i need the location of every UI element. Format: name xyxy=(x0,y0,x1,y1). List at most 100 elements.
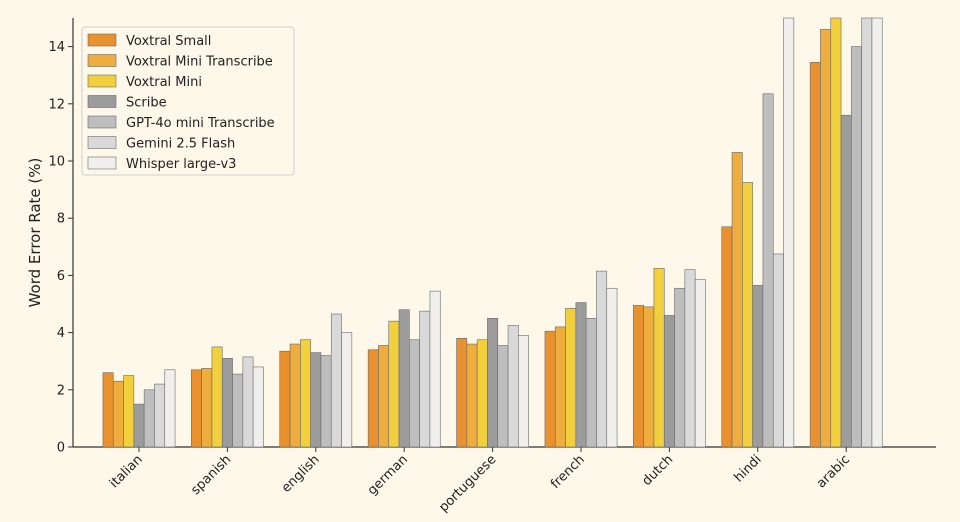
bar-french-1 xyxy=(554,326,566,448)
bar-german-2 xyxy=(388,320,400,448)
bar-hindi-3 xyxy=(752,285,764,448)
bar-dutch-1 xyxy=(643,306,655,448)
bar-dutch-2 xyxy=(653,267,665,448)
x-tick-label: portuguese xyxy=(436,452,499,515)
bar-arabic-1 xyxy=(820,29,832,448)
bar-dutch-4 xyxy=(674,287,686,448)
bar-english-4 xyxy=(320,355,332,448)
x-tick-label: dutch xyxy=(639,452,676,489)
bar-dutch-3 xyxy=(663,315,675,448)
legend-box xyxy=(81,26,295,176)
legend-swatch xyxy=(87,33,117,47)
legend-entry: Voxtral Mini xyxy=(126,75,202,90)
bar-portuguese-2 xyxy=(476,339,488,448)
y-tick-label: 4 xyxy=(57,326,65,341)
bar-arabic-4 xyxy=(851,46,862,448)
bar-hindi-5 xyxy=(772,253,784,448)
legend-swatch xyxy=(87,54,117,67)
bar-portuguese-0 xyxy=(456,338,468,448)
y-tick-label: 6 xyxy=(57,269,65,284)
bar-spanish-0 xyxy=(191,369,202,448)
bar-hindi-6 xyxy=(783,17,795,448)
legend: Voxtral Small Voxtral Mini Transcribe Voxt… xyxy=(81,26,295,176)
y-tick-label: 0 xyxy=(57,441,65,456)
y-tick-label: 8 xyxy=(57,212,65,227)
bar-portuguese-5 xyxy=(507,325,519,448)
x-tick-label: arabic xyxy=(814,452,853,491)
bar-french-0 xyxy=(544,330,556,448)
bar-portuguese-6 xyxy=(518,335,529,448)
bar-spanish-1 xyxy=(201,368,213,448)
bar-english-5 xyxy=(330,313,342,448)
bar-arabic-6 xyxy=(871,17,883,448)
bar-spanish-4 xyxy=(232,373,244,448)
legend-swatch xyxy=(87,95,117,108)
bar-french-6 xyxy=(606,287,618,448)
y-axis-label: Word Error Rate (%) xyxy=(26,158,44,308)
x-tick-label: french xyxy=(548,452,588,492)
bar-italian-2 xyxy=(123,375,135,448)
bar-english-1 xyxy=(289,343,301,448)
bar-portuguese-3 xyxy=(487,317,499,448)
bar-spanish-3 xyxy=(221,358,233,448)
bar-dutch-6 xyxy=(694,279,706,448)
bar-german-6 xyxy=(429,290,441,448)
bar-italian-4 xyxy=(143,389,155,448)
bar-italian-1 xyxy=(112,380,124,448)
bar-german-3 xyxy=(398,309,410,448)
bar-italian-0 xyxy=(102,372,114,448)
bar-english-3 xyxy=(310,352,322,448)
legend-swatch xyxy=(87,136,117,149)
legend-entry: Gemini 2.5 Flash xyxy=(126,137,235,152)
legend-swatch xyxy=(87,156,117,170)
x-tick-label: spanish xyxy=(188,452,234,498)
bar-german-0 xyxy=(367,349,379,448)
y-tick-label: 14 xyxy=(48,40,65,55)
bar-french-5 xyxy=(596,270,608,448)
bar-italian-6 xyxy=(164,369,176,448)
legend-entry: Voxtral Mini Transcribe xyxy=(126,55,273,70)
bar-arabic-2 xyxy=(830,17,842,448)
legend-entry: Voxtral Small xyxy=(126,34,211,49)
bar-italian-3 xyxy=(133,403,145,448)
bar-portuguese-1 xyxy=(466,343,478,448)
bar-portuguese-4 xyxy=(497,345,509,448)
y-tick-label: 12 xyxy=(48,97,65,112)
bar-spanish-6 xyxy=(252,366,264,448)
bar-italian-5 xyxy=(154,383,166,448)
bar-hindi-2 xyxy=(742,182,753,448)
x-tick-label: hindi xyxy=(731,452,764,485)
bar-german-4 xyxy=(409,339,420,448)
y-tick-label: 10 xyxy=(48,155,65,170)
bar-french-3 xyxy=(575,302,587,448)
bar-german-5 xyxy=(419,310,431,448)
legend-swatch xyxy=(87,115,117,129)
bar-english-0 xyxy=(279,350,291,448)
bar-english-6 xyxy=(341,332,353,448)
bar-arabic-5 xyxy=(861,17,873,448)
bar-spanish-2 xyxy=(211,346,223,448)
bar-arabic-0 xyxy=(809,62,821,448)
bar-dutch-0 xyxy=(633,305,644,448)
bar-french-2 xyxy=(565,307,577,448)
bar-english-2 xyxy=(300,339,311,448)
bar-spanish-5 xyxy=(242,356,254,448)
x-tick-label: italian xyxy=(107,452,146,491)
legend-entry: Whisper large-v3 xyxy=(126,157,236,172)
x-tick-label: german xyxy=(365,452,411,498)
bar-french-4 xyxy=(585,317,597,448)
bar-arabic-3 xyxy=(840,114,852,448)
bar-hindi-1 xyxy=(731,152,743,448)
bar-hindi-4 xyxy=(762,93,774,448)
legend-swatch xyxy=(87,74,117,88)
legend-entry: GPT-4o mini Transcribe xyxy=(126,116,275,131)
x-tick-label: english xyxy=(279,452,323,496)
bars xyxy=(102,17,883,448)
bar-dutch-5 xyxy=(684,269,696,448)
bar-german-1 xyxy=(378,345,390,448)
bar-hindi-0 xyxy=(721,226,733,448)
legend-entry: Scribe xyxy=(126,96,167,111)
y-tick-label: 2 xyxy=(57,383,65,398)
